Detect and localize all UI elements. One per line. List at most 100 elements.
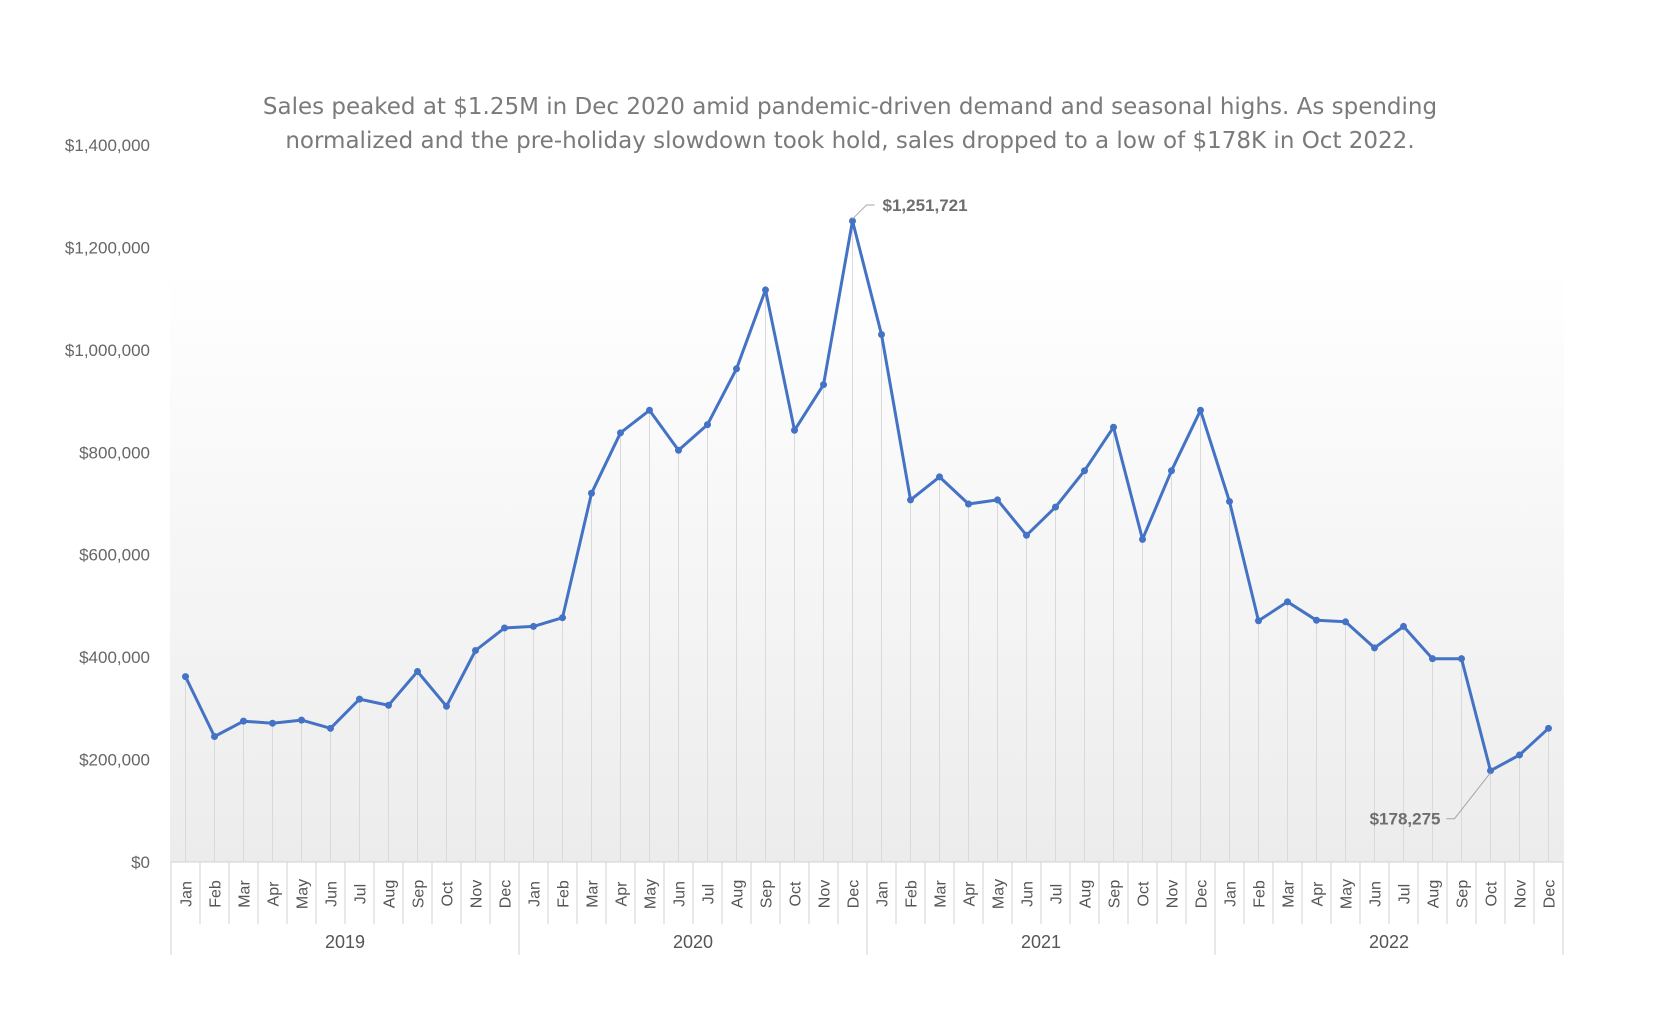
x-tick-label: Feb: [556, 880, 573, 908]
x-tick-label: Nov: [469, 880, 486, 908]
x-tick-label: Jul: [1049, 884, 1066, 904]
x-tick-label: Apr: [962, 881, 979, 907]
data-point: [675, 446, 682, 454]
data-point: [385, 701, 392, 709]
x-tick-label: Sep: [759, 880, 776, 909]
data-point: [530, 622, 537, 630]
data-point: [356, 695, 363, 703]
y-tick-label: $1,200,000: [65, 238, 150, 257]
x-tick-label: Aug: [1426, 880, 1443, 908]
x-tick-label: Dec: [846, 880, 863, 908]
data-point: [1371, 644, 1378, 652]
x-tick-label: Dec: [1194, 880, 1211, 908]
year-label: 2020: [673, 932, 713, 952]
x-tick-label: Oct: [1136, 881, 1153, 906]
year-label: 2019: [325, 932, 365, 952]
data-point: [501, 624, 508, 632]
data-point: [849, 217, 856, 225]
x-tick-label: Jun: [672, 881, 689, 907]
data-point: [1429, 655, 1436, 663]
x-tick-label: Apr: [614, 881, 631, 907]
x-tick-label: Mar: [237, 880, 254, 908]
x-tick-label: Jul: [353, 884, 370, 904]
data-point: [1400, 622, 1407, 630]
data-point: [1255, 617, 1262, 625]
y-tick-label: $400,000: [79, 648, 150, 667]
data-point: [1168, 467, 1175, 475]
x-tick-label: Dec: [1542, 880, 1559, 908]
data-point: [733, 365, 740, 373]
data-point: [1313, 616, 1320, 624]
x-tick-label: Jul: [701, 884, 718, 904]
x-tick-label: Mar: [933, 880, 950, 908]
data-point: [1516, 751, 1523, 759]
data-point: [240, 717, 247, 725]
x-tick-label: Nov: [817, 880, 834, 908]
chart-title-line-2: normalized and the pre-holiday slowdown …: [285, 128, 1415, 154]
x-tick-label: Mar: [585, 880, 602, 908]
data-point: [1487, 767, 1494, 775]
data-point: [1052, 503, 1059, 511]
x-tick-label: Jan: [527, 881, 544, 907]
data-point: [1545, 724, 1552, 732]
x-tick-label: Feb: [208, 880, 225, 908]
data-point: [588, 489, 595, 497]
x-tick-label: Oct: [440, 881, 457, 906]
y-tick-label: $1,000,000: [65, 341, 150, 360]
x-tick-label: May: [295, 879, 312, 909]
x-tick-label: Sep: [411, 880, 428, 909]
x-tick-label: Nov: [1165, 880, 1182, 908]
x-tick-label: Sep: [1107, 880, 1124, 909]
data-point: [646, 406, 653, 414]
x-tick-label: Oct: [788, 881, 805, 906]
x-tick-label: Apr: [266, 881, 283, 907]
x-tick-label: Jul: [1397, 884, 1414, 904]
x-tick-label: Aug: [730, 880, 747, 908]
y-tick-label: $200,000: [79, 751, 150, 770]
data-point: [414, 667, 421, 675]
data-point: [472, 646, 479, 654]
x-tick-label: Jun: [1020, 881, 1037, 907]
data-point: [617, 429, 624, 437]
data-point: [1197, 406, 1204, 414]
data-point: [1110, 423, 1117, 431]
series-line: [184, 219, 1550, 773]
x-tick-label: Jun: [1368, 881, 1385, 907]
x-tick-label: Feb: [1252, 880, 1269, 908]
data-point: [1458, 655, 1465, 663]
x-tick-label: Nov: [1513, 880, 1530, 908]
annotation-leader: [852, 204, 875, 220]
x-tick-label: May: [643, 879, 660, 909]
data-point: [965, 500, 972, 508]
data-point: [1081, 467, 1088, 475]
data-point: [327, 724, 334, 732]
x-tick-label: Feb: [904, 880, 921, 908]
y-tick-label: $600,000: [79, 546, 150, 565]
data-point: [211, 733, 218, 741]
annotation-leader: [1446, 772, 1491, 820]
x-tick-label: Jan: [1223, 881, 1240, 907]
y-tick-label: $1,400,000: [65, 136, 150, 155]
data-point: [298, 716, 305, 724]
data-point: [1342, 618, 1349, 626]
data-point: [704, 421, 711, 429]
data-point: [936, 473, 943, 481]
y-tick-label: $800,000: [79, 443, 150, 462]
low-annotation: $178,275: [1370, 810, 1441, 829]
data-point: [994, 496, 1001, 504]
data-point: [1226, 497, 1233, 505]
x-tick-label: Jan: [179, 881, 196, 907]
data-point: [820, 381, 827, 389]
y-tick-label: $0: [131, 853, 150, 872]
data-point: [1023, 531, 1030, 539]
year-label: 2022: [1369, 932, 1409, 952]
x-tick-label: Aug: [1078, 880, 1095, 908]
data-point: [791, 426, 798, 434]
x-tick-label: Jun: [324, 881, 341, 907]
data-point: [182, 673, 189, 681]
x-tick-label: Apr: [1310, 881, 1327, 907]
data-point: [559, 614, 566, 622]
x-tick-label: Jan: [875, 881, 892, 907]
data-point: [1284, 598, 1291, 606]
